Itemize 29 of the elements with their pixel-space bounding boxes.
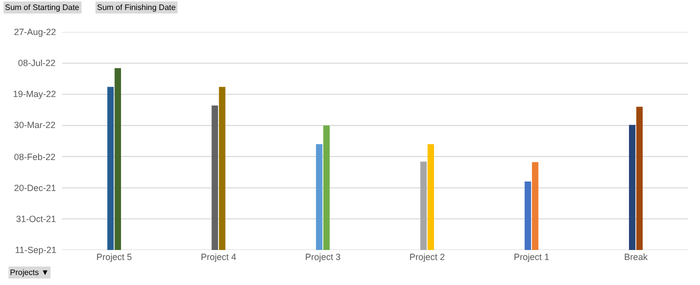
bar <box>107 86 114 250</box>
bar <box>212 105 218 250</box>
bar <box>323 125 330 250</box>
text: Projects ▼ <box>10 268 50 277</box>
x-tick-label: Project 2 <box>409 252 445 262</box>
bar <box>636 106 643 250</box>
bar <box>114 68 122 250</box>
bar <box>218 86 226 250</box>
ref-line-label: 20-Dec-21 <box>14 183 56 193</box>
x-tick-label: Project 1 <box>514 252 550 262</box>
x-tick-label: Project 5 <box>96 252 132 262</box>
ref-line-label: 31-Oct-21 <box>16 214 56 224</box>
x-tick-label: Project 4 <box>200 252 236 262</box>
text: Sum of Finishing Date <box>97 3 176 12</box>
ref-line-label: 30-Mar-22 <box>14 120 56 130</box>
ref-line-label: 27-Aug-22 <box>14 27 56 37</box>
bar <box>420 162 427 250</box>
ref-line-label: 08-Jul-22 <box>18 58 56 68</box>
bar <box>532 162 538 250</box>
bar <box>428 144 434 250</box>
ref-line-label: 19-May-22 <box>13 89 56 99</box>
bar <box>316 144 322 250</box>
ref-line-label: 11-Sep-21 <box>15 245 56 255</box>
x-tick-label: Project 3 <box>305 252 341 262</box>
text: Sum of Starting Date <box>5 3 80 12</box>
bar <box>524 181 532 250</box>
bar <box>628 124 636 250</box>
ref-line-label: 08-Feb-22 <box>14 152 56 162</box>
x-tick-label: Break <box>624 252 648 262</box>
